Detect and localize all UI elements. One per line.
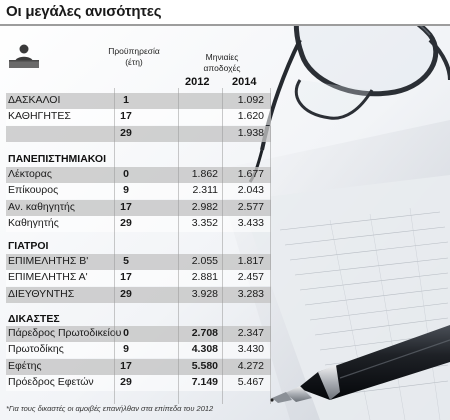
salary-2012-value: 3.928: [191, 287, 218, 300]
salary-2012-value: 2.055: [191, 255, 218, 267]
row-label: Πρωτοδίκης: [8, 343, 64, 356]
person-at-desk-icon: [9, 44, 39, 68]
column-divider: [114, 88, 115, 404]
pen-illustration: [270, 325, 450, 403]
salary-header: Μηνιαίες αποδοχές: [182, 52, 262, 74]
column-divider: [178, 88, 179, 404]
table-row: Καθηγητής 29 3.352 3.433: [6, 216, 271, 233]
salary-2014-value: 2.577: [237, 200, 264, 213]
experience-value: 17: [120, 200, 132, 213]
salary-2014-value: 1.817: [237, 255, 264, 267]
column-divider: [222, 88, 223, 404]
salary-2014-value: 3.283: [237, 287, 264, 300]
section-title: ΠΑΝΕΠΙΣΤΗΜΙΑΚΟΙ: [8, 153, 106, 165]
experience-value: 9: [123, 343, 129, 356]
table-row: ΔΑΣΚΑΛΟΙ 1 1.092: [6, 93, 271, 109]
row-label: Πάρεδρος Πρωτοδικείου: [8, 327, 122, 339]
salary-2012-value: 2.982: [191, 200, 218, 213]
experience-value: 17: [120, 110, 132, 123]
row-label: Επίκουρος: [8, 184, 59, 197]
salary-2014-value: 2.457: [237, 271, 264, 284]
row-label: ΔΙΕΥΘΥΝΤΗΣ: [8, 287, 75, 300]
salary-2012-value: 3.352: [191, 217, 218, 230]
salary-2014-value: 5.467: [237, 376, 264, 389]
salary-2012-value: 2.311: [192, 184, 219, 197]
year-2014-header: 2014: [232, 76, 257, 88]
salary-2014-value: 1.938: [237, 126, 264, 139]
page-title: Οι μεγάλες ανισότητες: [6, 3, 162, 20]
table-row: Πρωτοδίκης 9 4.308 3.430: [6, 342, 271, 359]
experience-value: 17: [120, 271, 132, 284]
column-divider: [270, 88, 271, 404]
row-label: Πρόεδρος Εφετών: [8, 376, 94, 389]
experience-header: Προϋπηρεσία (έτη): [102, 46, 166, 68]
salary-2014-value: 3.430: [237, 343, 264, 356]
salary-2014-value: 1.092: [237, 94, 264, 106]
table-row: Πάρεδρος Πρωτοδικείου 0 2.708 2.347: [6, 326, 271, 342]
salary-header-line2: αποδοχές: [203, 63, 241, 73]
table-row: Επίκουρος 9 2.311 2.043: [6, 183, 271, 200]
salary-2014-value: 4.272: [237, 359, 264, 372]
table-row: ΔΙΕΥΘΥΝΤΗΣ 29 3.928 3.283: [6, 286, 271, 303]
experience-value: 0: [123, 327, 129, 339]
row-label: Αν. καθηγητής: [8, 200, 75, 213]
table-row: Λέκτορας 0 1.862 1.677: [6, 167, 271, 183]
table-row: Αν. καθηγητής 17 2.982 2.577: [6, 199, 271, 216]
row-label: ΕΠΙΜΕΛΗΤΗΣ Α': [8, 271, 88, 284]
row-label: Εφέτης: [8, 359, 42, 372]
salary-2012-value: 1.862: [191, 168, 218, 180]
salary-2014-value: 2.043: [237, 184, 264, 197]
table-row: ΚΑΘΗΓΗΤΕΣ 17 1.620: [6, 109, 271, 126]
table-row: ΕΠΙΜΕΛΗΤΗΣ Α' 17 2.881 2.457: [6, 270, 271, 287]
salary-2014-value: 3.433: [237, 217, 264, 230]
salary-2012-value: 4.308: [191, 343, 218, 356]
experience-value: 29: [120, 217, 132, 230]
table-row: Πρόεδρος Εφετών 29 7.149 5.467: [6, 375, 271, 392]
experience-value: 29: [120, 287, 132, 300]
salary-2014-value: 1.677: [237, 168, 264, 180]
salary-2012-value: 2.881: [191, 271, 218, 284]
row-label: ΔΑΣΚΑΛΟΙ: [8, 94, 61, 106]
salary-2012-value: 7.149: [191, 376, 218, 389]
year-2012-header: 2012: [185, 76, 210, 88]
experience-header-line2: (έτη): [125, 57, 143, 67]
experience-value: 9: [123, 184, 129, 197]
salary-header-line1: Μηνιαίες: [205, 52, 239, 62]
row-label: ΕΠΙΜΕΛΗΤΗΣ Β': [8, 255, 89, 267]
row-label: ΚΑΘΗΓΗΤΕΣ: [8, 110, 71, 123]
table-row: 29 1.938: [6, 125, 271, 142]
table-row: ΕΠΙΜΕΛΗΤΗΣ Β' 5 2.055 1.817: [6, 254, 271, 270]
table-row: Εφέτης 17 5.580 4.272: [6, 358, 271, 375]
salary-2014-value: 2.347: [237, 327, 264, 339]
experience-value: 1: [123, 94, 129, 106]
experience-value: 29: [120, 126, 132, 139]
salary-2014-value: 1.620: [237, 110, 264, 123]
salary-2012-value: 2.708: [191, 327, 218, 339]
experience-value: 5: [123, 255, 129, 267]
row-label: Λέκτορας: [8, 168, 52, 180]
experience-value: 17: [120, 359, 132, 372]
experience-value: 0: [123, 168, 129, 180]
experience-header-line1: Προϋπηρεσία: [108, 46, 160, 56]
experience-value: 29: [120, 376, 132, 389]
section-title: ΓΙΑΤΡΟΙ: [8, 240, 49, 252]
title-bar: Οι μεγάλες ανισότητες: [0, 0, 450, 26]
section-title: ΔΙΚΑΣΤΕΣ: [8, 313, 60, 325]
row-label: Καθηγητής: [8, 217, 59, 230]
salary-2012-value: 5.580: [191, 359, 218, 372]
footnote: *Για τους δικαστές οι αμοιβές επανήλθαν …: [6, 404, 214, 413]
